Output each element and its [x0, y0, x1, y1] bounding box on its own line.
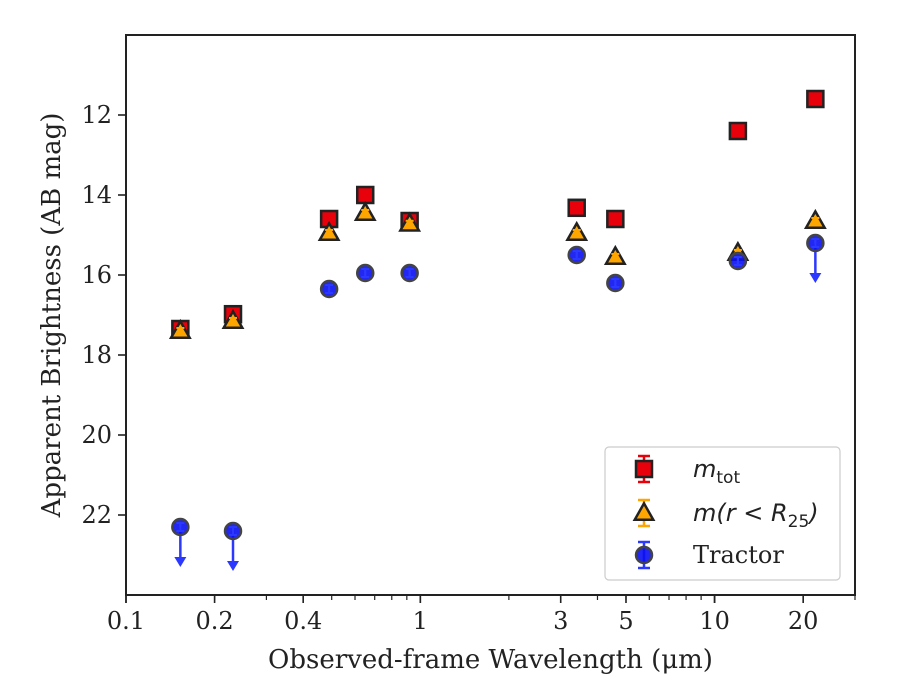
y-tick-label: 20	[81, 421, 112, 449]
y-tick-label: 12	[81, 101, 112, 129]
upper-limit-arrowhead	[174, 557, 187, 567]
x-tick-label: 0.4	[284, 607, 322, 635]
legend-marker-triangle	[632, 500, 656, 521]
x-tick-label: 3	[553, 607, 568, 635]
x-tick-label: 5	[618, 607, 633, 635]
legend-label: mtot	[693, 455, 740, 488]
y-tick-label: 22	[81, 501, 112, 529]
ticks-layer: 0.1 0.2 0.4 1 3 5 10 20 12 14 16 18 20 22	[81, 101, 856, 635]
y-tick-label: 16	[81, 261, 112, 289]
x-axis-label: Observed-frame Wavelength (μm)	[268, 645, 713, 675]
upper-limit-arrowhead	[227, 561, 240, 571]
y-tick-label: 14	[81, 181, 112, 209]
legend-label: m(r < R25)	[693, 499, 819, 532]
plot-frame	[125, 34, 856, 596]
legend-marker-square	[634, 459, 654, 479]
x-tick-label: 0.2	[196, 607, 234, 635]
y-tick-label: 18	[81, 341, 112, 369]
legend-marker-circle	[634, 545, 654, 565]
x-tick-label: 20	[788, 607, 819, 635]
legend-label: Tractor	[693, 541, 784, 569]
x-tick-label: 10	[699, 607, 730, 635]
series-circle	[171, 233, 825, 571]
series-triangle	[168, 200, 827, 339]
legend-box	[604, 446, 841, 581]
y-axis-label: Apparent Brightness (AB mag)	[37, 113, 67, 519]
x-tick-label: 0.1	[107, 607, 145, 635]
upper-limit-arrowhead	[809, 273, 822, 283]
data-layer	[168, 89, 827, 571]
x-tick-label: 1	[413, 607, 428, 635]
legend: mtot m(r < R25) Tractor	[604, 446, 841, 581]
